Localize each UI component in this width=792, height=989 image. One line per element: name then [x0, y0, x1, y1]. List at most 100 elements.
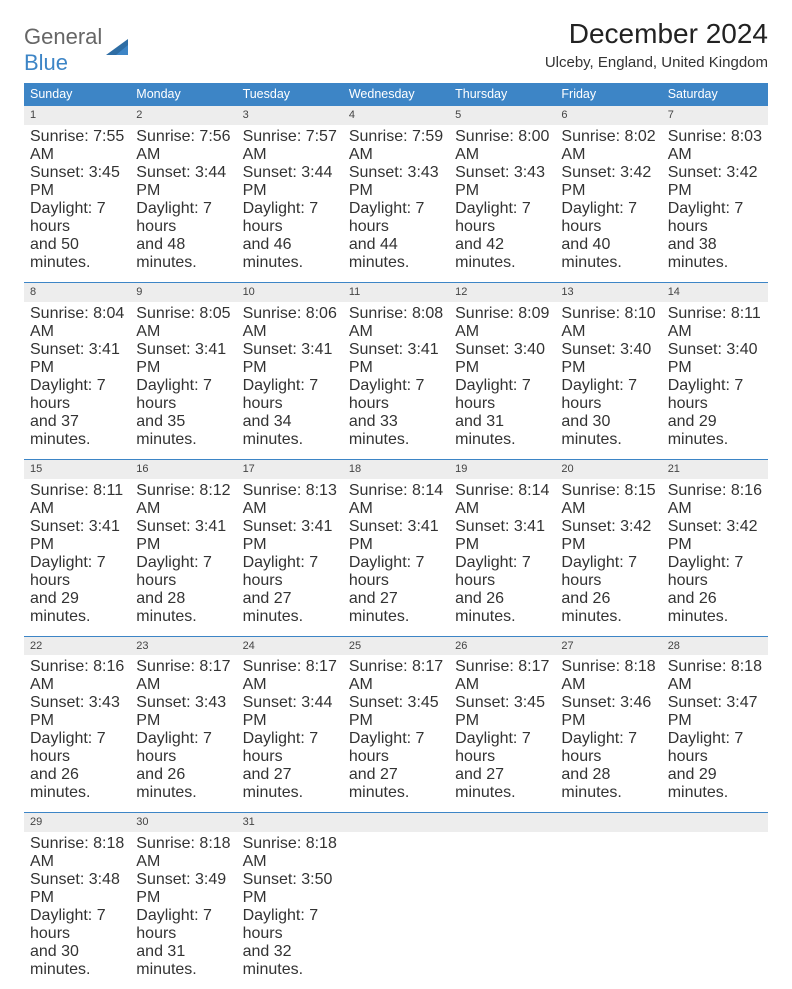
daylight-text: Daylight: 7 hours — [243, 554, 337, 590]
sunset-text: Sunset: 3:41 PM — [243, 518, 337, 554]
sunrise-text: Sunrise: 8:18 AM — [243, 835, 337, 871]
week-number-row: 891011121314 — [24, 282, 768, 301]
calendar-table: SundayMondayTuesdayWednesdayThursdayFrid… — [24, 83, 768, 989]
daylight-text: Daylight: 7 hours — [243, 200, 337, 236]
sunrise-text: Sunrise: 8:06 AM — [243, 305, 337, 341]
sunrise-text: Sunrise: 8:16 AM — [30, 658, 124, 694]
day-cell: Sunrise: 8:11 AMSunset: 3:40 PMDaylight:… — [662, 302, 768, 460]
day-number: 14 — [662, 282, 768, 301]
day-number: 21 — [662, 459, 768, 478]
daylight-text: and 31 minutes. — [136, 943, 230, 979]
daylight-text: and 42 minutes. — [455, 236, 549, 272]
day-number: 28 — [662, 636, 768, 655]
daylight-text: Daylight: 7 hours — [136, 730, 230, 766]
daylight-text: and 26 minutes. — [561, 590, 655, 626]
sunset-text: Sunset: 3:50 PM — [243, 871, 337, 907]
daylight-text: and 27 minutes. — [349, 766, 443, 802]
sunset-text: Sunset: 3:41 PM — [136, 518, 230, 554]
day-cell: Sunrise: 8:18 AMSunset: 3:50 PMDaylight:… — [237, 832, 343, 989]
day-number: 24 — [237, 636, 343, 655]
daylight-text: Daylight: 7 hours — [30, 377, 124, 413]
daylight-text: and 46 minutes. — [243, 236, 337, 272]
week-number-row: 1234567 — [24, 106, 768, 125]
day-number: 29 — [24, 813, 130, 832]
day-header: Monday — [130, 83, 236, 106]
week-number-row: 22232425262728 — [24, 636, 768, 655]
day-header: Thursday — [449, 83, 555, 106]
day-number: 19 — [449, 459, 555, 478]
day-number: 31 — [237, 813, 343, 832]
day-cell: Sunrise: 7:56 AMSunset: 3:44 PMDaylight:… — [130, 125, 236, 283]
daylight-text: and 27 minutes. — [349, 590, 443, 626]
sunrise-text: Sunrise: 8:18 AM — [561, 658, 655, 694]
sunrise-text: Sunrise: 8:04 AM — [30, 305, 124, 341]
month-title: December 2024 — [545, 18, 768, 50]
day-cell: Sunrise: 8:13 AMSunset: 3:41 PMDaylight:… — [237, 479, 343, 637]
daylight-text: and 48 minutes. — [136, 236, 230, 272]
day-cell: Sunrise: 8:16 AMSunset: 3:43 PMDaylight:… — [24, 655, 130, 813]
daylight-text: and 26 minutes. — [30, 766, 124, 802]
daylight-text: and 28 minutes. — [561, 766, 655, 802]
daylight-text: Daylight: 7 hours — [668, 200, 762, 236]
sunset-text: Sunset: 3:41 PM — [349, 518, 443, 554]
daylight-text: Daylight: 7 hours — [243, 730, 337, 766]
day-cell: Sunrise: 8:09 AMSunset: 3:40 PMDaylight:… — [449, 302, 555, 460]
daylight-text: and 27 minutes. — [243, 766, 337, 802]
sunset-text: Sunset: 3:49 PM — [136, 871, 230, 907]
daylight-text: Daylight: 7 hours — [349, 554, 443, 590]
sunset-text: Sunset: 3:41 PM — [243, 341, 337, 377]
empty-daynum — [449, 813, 555, 832]
sunset-text: Sunset: 3:41 PM — [30, 518, 124, 554]
daylight-text: Daylight: 7 hours — [668, 730, 762, 766]
daylight-text: and 50 minutes. — [30, 236, 124, 272]
sunset-text: Sunset: 3:43 PM — [349, 164, 443, 200]
daylight-text: Daylight: 7 hours — [455, 377, 549, 413]
sunrise-text: Sunrise: 8:13 AM — [243, 482, 337, 518]
sunrise-text: Sunrise: 7:59 AM — [349, 128, 443, 164]
day-number: 18 — [343, 459, 449, 478]
sunrise-text: Sunrise: 8:18 AM — [136, 835, 230, 871]
daylight-text: Daylight: 7 hours — [455, 200, 549, 236]
daylight-text: Daylight: 7 hours — [243, 377, 337, 413]
day-cell: Sunrise: 8:06 AMSunset: 3:41 PMDaylight:… — [237, 302, 343, 460]
daylight-text: and 31 minutes. — [455, 413, 549, 449]
day-number: 17 — [237, 459, 343, 478]
week-data-row: Sunrise: 8:04 AMSunset: 3:41 PMDaylight:… — [24, 302, 768, 460]
daylight-text: and 30 minutes. — [561, 413, 655, 449]
daylight-text: and 38 minutes. — [668, 236, 762, 272]
day-cell: Sunrise: 8:00 AMSunset: 3:43 PMDaylight:… — [449, 125, 555, 283]
day-cell: Sunrise: 8:17 AMSunset: 3:45 PMDaylight:… — [343, 655, 449, 813]
daylight-text: Daylight: 7 hours — [668, 377, 762, 413]
daylight-text: Daylight: 7 hours — [561, 200, 655, 236]
sunrise-text: Sunrise: 8:08 AM — [349, 305, 443, 341]
daylight-text: Daylight: 7 hours — [561, 377, 655, 413]
day-number: 23 — [130, 636, 236, 655]
sunset-text: Sunset: 3:42 PM — [561, 518, 655, 554]
day-header-row: SundayMondayTuesdayWednesdayThursdayFrid… — [24, 83, 768, 106]
header: General Blue December 2024 Ulceby, Engla… — [24, 18, 768, 79]
daylight-text: and 27 minutes. — [455, 766, 549, 802]
brand-part2: Blue — [24, 50, 68, 75]
sunrise-text: Sunrise: 8:11 AM — [668, 305, 762, 341]
sunrise-text: Sunrise: 8:05 AM — [136, 305, 230, 341]
daylight-text: Daylight: 7 hours — [349, 730, 443, 766]
day-number: 9 — [130, 282, 236, 301]
day-cell: Sunrise: 8:18 AMSunset: 3:46 PMDaylight:… — [555, 655, 661, 813]
day-number: 6 — [555, 106, 661, 125]
empty-cell — [343, 832, 449, 989]
day-cell: Sunrise: 8:17 AMSunset: 3:43 PMDaylight:… — [130, 655, 236, 813]
day-cell: Sunrise: 8:05 AMSunset: 3:41 PMDaylight:… — [130, 302, 236, 460]
daylight-text: Daylight: 7 hours — [668, 554, 762, 590]
day-number: 11 — [343, 282, 449, 301]
daylight-text: Daylight: 7 hours — [136, 554, 230, 590]
sunset-text: Sunset: 3:42 PM — [668, 518, 762, 554]
week-number-row: 15161718192021 — [24, 459, 768, 478]
day-header: Wednesday — [343, 83, 449, 106]
daylight-text: Daylight: 7 hours — [136, 907, 230, 943]
daylight-text: Daylight: 7 hours — [455, 730, 549, 766]
day-number: 30 — [130, 813, 236, 832]
day-cell: Sunrise: 8:15 AMSunset: 3:42 PMDaylight:… — [555, 479, 661, 637]
empty-daynum — [662, 813, 768, 832]
daylight-text: Daylight: 7 hours — [561, 730, 655, 766]
daylight-text: and 26 minutes. — [455, 590, 549, 626]
